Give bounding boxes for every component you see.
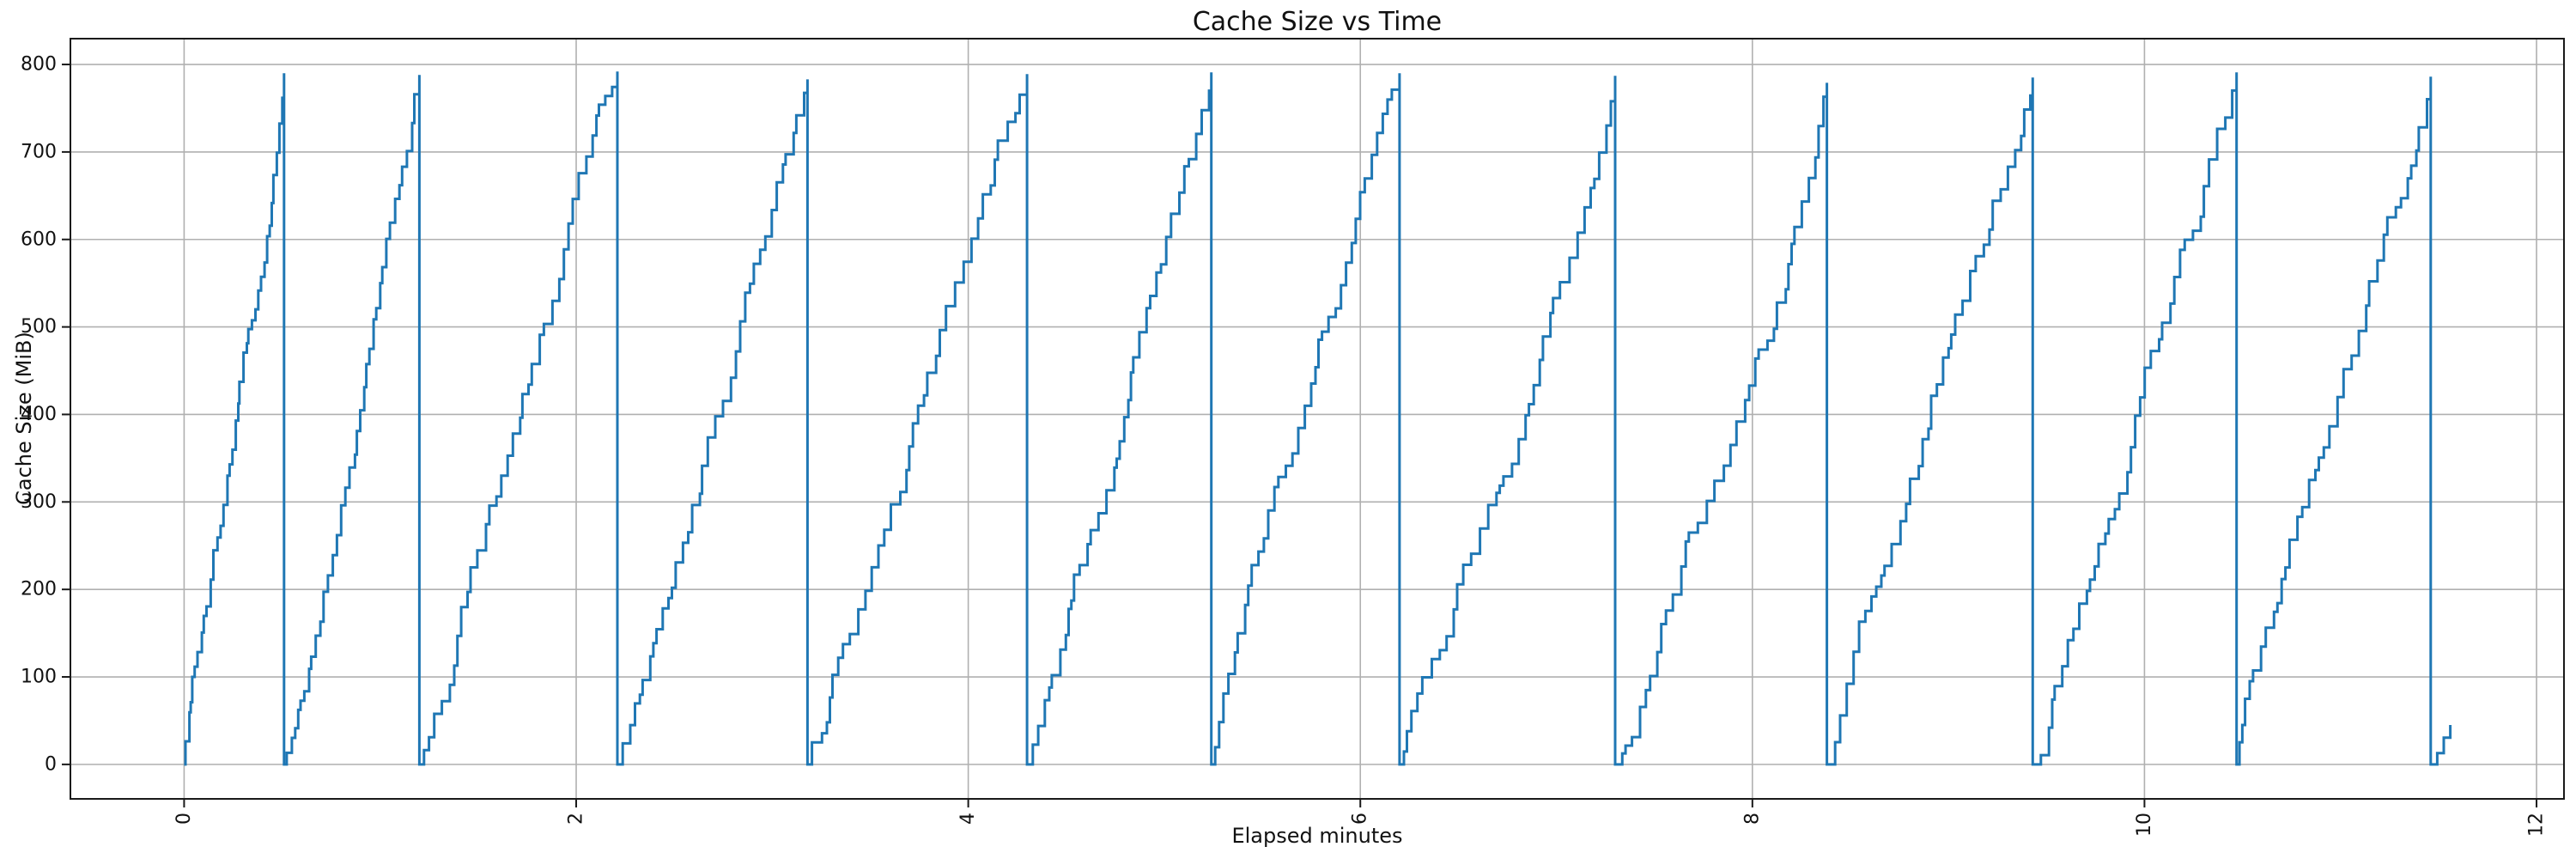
y-tick-label: 200 <box>21 579 57 600</box>
cache-size-line <box>184 71 2452 766</box>
x-tick-label: 10 <box>2134 813 2155 837</box>
chart-title: Cache Size vs Time <box>1192 7 1443 37</box>
y-tick-label: 600 <box>21 228 57 250</box>
x-tick-label: 8 <box>1741 813 1763 825</box>
x-tick-label: 12 <box>2526 813 2548 837</box>
y-tick-label: 0 <box>45 753 57 775</box>
y-tick-label: 800 <box>21 54 57 76</box>
y-tick-label: 300 <box>21 491 57 513</box>
y-tick-label: 100 <box>21 667 57 688</box>
plot-border <box>70 38 2565 800</box>
x-tick-label: 4 <box>957 813 979 825</box>
x-axis-label: Elapsed minutes <box>1231 824 1403 848</box>
x-tick-label: 0 <box>173 813 195 825</box>
y-tick-label: 400 <box>21 404 57 425</box>
x-tick-label: 2 <box>566 813 587 825</box>
x-tick-label: 6 <box>1350 813 1371 825</box>
y-tick-label: 700 <box>21 141 57 162</box>
y-tick-label: 500 <box>21 316 57 338</box>
